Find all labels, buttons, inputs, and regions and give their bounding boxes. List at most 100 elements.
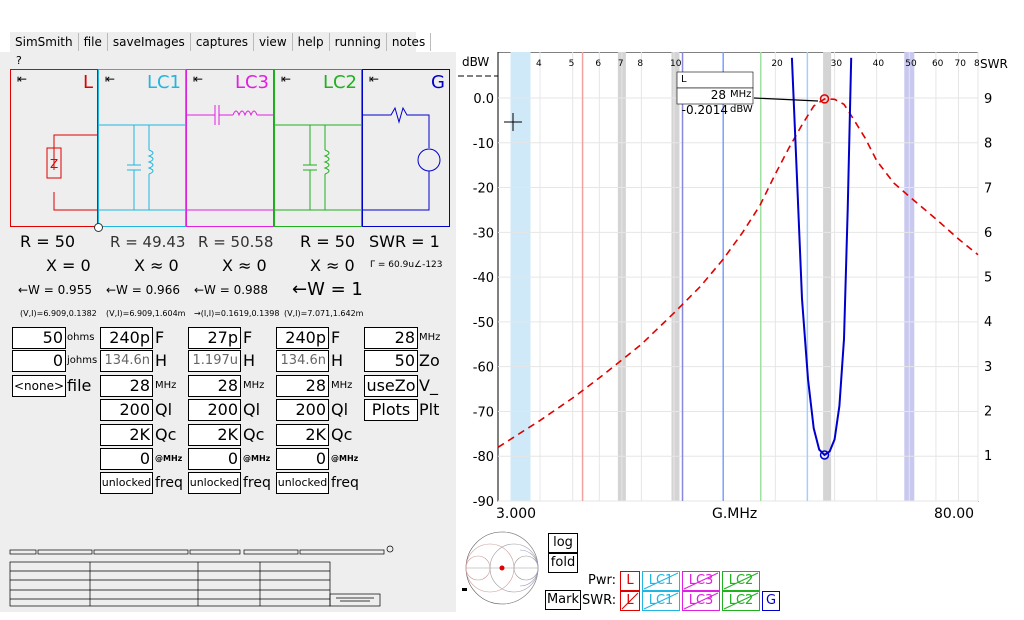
lc1-qfreq-field[interactable]: 0 — [100, 448, 153, 470]
lc2-lock-field[interactable]: unlocked — [276, 472, 329, 494]
box-G[interactable]: ⇤ G — [362, 69, 450, 227]
lc1-ql-field[interactable]: 200 — [100, 399, 153, 421]
log-button[interactable]: log — [548, 533, 578, 553]
pwr-toggle-LC2[interactable]: LC2 — [722, 571, 760, 591]
box-LC3-name: LC3 — [234, 72, 269, 93]
box-LC3[interactable]: ⇤ LC3 — [186, 69, 274, 227]
lc1-lock-field[interactable]: unlocked — [100, 472, 153, 494]
L-W: ←W = 0.955 — [18, 283, 92, 297]
right-tick-label: 4 — [984, 315, 992, 330]
lc3-cap-field[interactable]: 27p — [188, 327, 241, 349]
lc1-qc-field[interactable]: 2K — [100, 424, 153, 446]
arrow-icon[interactable]: ⇤ — [17, 72, 28, 86]
lc1-qc-unit: Qc — [155, 425, 177, 444]
lc2-qfreq-field[interactable]: 0 — [276, 448, 329, 470]
menu-notes[interactable]: notes — [387, 33, 432, 51]
swr-toggle-LC2[interactable]: LC2 — [722, 591, 760, 611]
lc1-freq-field[interactable]: 28 — [100, 375, 153, 397]
load-file-label[interactable]: file — [67, 376, 92, 395]
menu-running[interactable]: running — [330, 33, 387, 51]
left-tick-label: -50 — [473, 316, 494, 331]
pwr-toggle-LC1[interactable]: LC1 — [642, 571, 680, 591]
LC2-VI: (V,I)=7.071,1.642m — [284, 309, 364, 318]
menu-saveimages[interactable]: saveImages — [108, 33, 191, 51]
load-ohms-field[interactable]: 50 — [12, 327, 66, 349]
tooltip-power-unit: dBW — [730, 104, 753, 115]
lc3-qc-field[interactable]: 2K — [188, 424, 241, 446]
swr-toggle-L[interactable]: L — [620, 591, 640, 611]
curve-marker — [819, 450, 830, 460]
lc2-lock-unit: freq — [331, 475, 359, 491]
lc2-ind-field[interactable]: 134.6n — [276, 350, 329, 372]
lc2-cap-field[interactable]: 240p — [276, 327, 329, 349]
arrow-icon[interactable]: ⇤ — [281, 72, 292, 86]
box-LC2[interactable]: ⇤ LC2 — [274, 69, 362, 227]
lc2-qc-field[interactable]: 2K — [276, 424, 329, 446]
lc1-cap-field[interactable]: 240p — [100, 327, 153, 349]
swr-toggle-LC1[interactable]: LC1 — [642, 591, 680, 611]
tooltip-freq: 28 — [711, 88, 726, 102]
swr-legend-label: SWR: — [582, 593, 617, 608]
mark-button[interactable]: Mark — [545, 590, 581, 610]
swr-toggle-G[interactable]: G — [762, 591, 780, 611]
menu-help[interactable]: help — [293, 33, 330, 51]
arrow-icon[interactable]: ⇤ — [193, 72, 204, 86]
lc3-ql-field[interactable]: 200 — [188, 399, 241, 421]
right-tick-label: 3 — [984, 360, 992, 375]
shunt-lc-icon — [99, 124, 185, 211]
lc3-ind-unit: H — [243, 351, 256, 370]
right-tick-label: 6 — [984, 226, 992, 241]
usezo-button[interactable]: useZo — [364, 375, 418, 397]
box-L[interactable]: ⇤ L Z — [10, 69, 98, 227]
LC2-R: R = 50 — [300, 232, 356, 251]
lc3-cap-unit: F — [243, 328, 253, 347]
node-marker[interactable] — [94, 223, 103, 232]
arrow-icon[interactable]: ⇤ — [105, 72, 116, 86]
lc3-qfreq-unit: @MHz — [243, 454, 271, 463]
box-LC1[interactable]: ⇤ LC1 — [98, 69, 186, 227]
LC3-W: ←W = 0.988 — [194, 283, 268, 297]
menu-simsmith[interactable]: SimSmith — [10, 33, 79, 51]
lc2-ql-field[interactable]: 200 — [276, 399, 329, 421]
history-thumbnails[interactable] — [8, 544, 398, 610]
smith-chart[interactable] — [462, 528, 544, 610]
box-LC1-name: LC1 — [146, 72, 181, 93]
lc2-ql-unit: Ql — [331, 400, 349, 419]
band-gray — [823, 52, 832, 501]
lc3-lock-field[interactable]: unlocked — [188, 472, 241, 494]
pwr-toggle-LC3[interactable]: LC3 — [682, 571, 720, 591]
band-gray — [671, 52, 680, 501]
menu-view[interactable]: view — [254, 33, 293, 51]
lc1-lock-unit: freq — [155, 475, 183, 491]
pwr-toggle-L[interactable]: L — [620, 571, 640, 591]
left-axis-label: dBW — [462, 55, 489, 69]
gen-zo-field[interactable]: 50 — [364, 350, 418, 372]
right-axis-label: SWR — [980, 57, 1008, 71]
menu-file[interactable]: file — [79, 33, 108, 51]
fold-button[interactable]: fold — [548, 553, 578, 573]
lc1-ind-unit: H — [155, 351, 168, 370]
lc3-qfreq-field[interactable]: 0 — [188, 448, 241, 470]
swr-toggle-LC3[interactable]: LC3 — [682, 591, 720, 611]
crosshair-icon — [504, 113, 522, 131]
lc2-freq-unit: MHz — [331, 380, 353, 391]
shunt-lc-icon — [275, 124, 361, 211]
lc3-freq-field[interactable]: 28 — [188, 375, 241, 397]
top-tick-label: 8 — [637, 59, 643, 69]
arrow-icon[interactable]: ⇤ — [369, 72, 380, 86]
lc1-ind-field[interactable]: 134.6n — [100, 350, 153, 372]
gen-zo-unit: Zo — [419, 351, 440, 370]
lc3-lock-unit: freq — [243, 475, 271, 491]
left-tick-label: 0.0 — [473, 92, 494, 107]
load-file-field[interactable]: <none> — [12, 375, 66, 397]
help-question[interactable]: ? — [16, 54, 22, 67]
gen-freq-field[interactable]: 28 — [364, 327, 418, 349]
lc2-freq-field[interactable]: 28 — [276, 375, 329, 397]
plots-button[interactable]: Plots — [364, 399, 418, 421]
lc3-ind-field[interactable]: 1.197u — [188, 350, 241, 372]
load-johms-field[interactable]: 0 — [12, 350, 66, 372]
gen-v-label: V_ — [419, 376, 438, 395]
menu-captures[interactable]: captures — [191, 33, 254, 51]
box-LC2-name: LC2 — [322, 72, 357, 93]
frequency-chart[interactable]: 0.0 -10 -20 -30 -40 -50 -60 -70 -80 -90 1 2 3 4 5 6 7 8 9 4… — [458, 52, 1024, 528]
